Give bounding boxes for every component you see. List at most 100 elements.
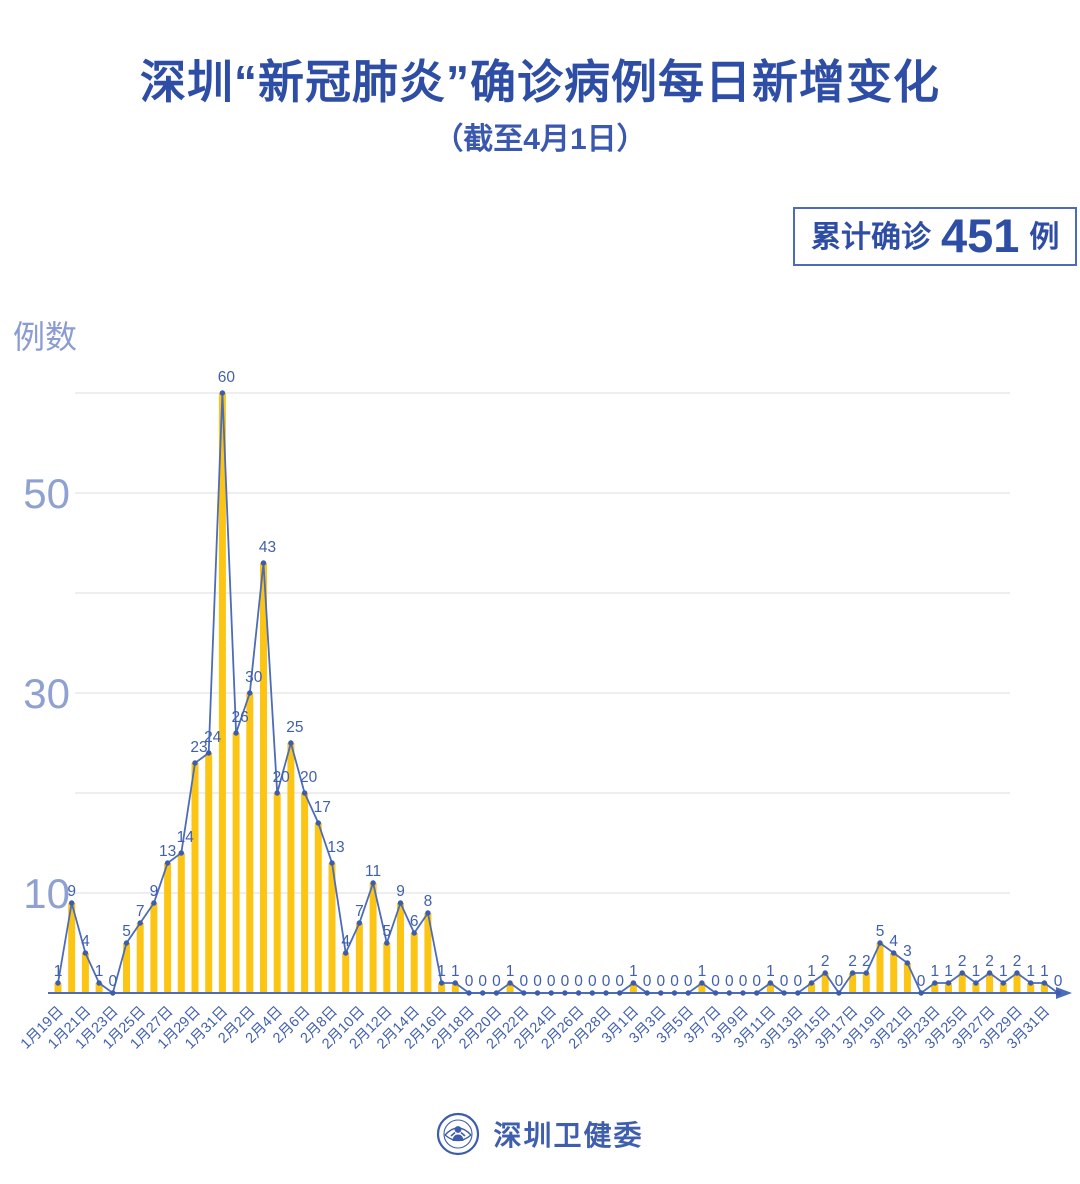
- data-point: [452, 980, 458, 986]
- data-point: [110, 990, 116, 996]
- value-label: 0: [780, 973, 789, 990]
- data-point: [754, 990, 760, 996]
- trend-line: [57, 392, 1059, 995]
- data-point: [891, 950, 897, 956]
- health-commission-logo-icon: [437, 1112, 480, 1156]
- value-label: 24: [204, 729, 222, 746]
- value-label: 7: [355, 903, 364, 920]
- value-label: 5: [876, 923, 885, 940]
- footer-org-name: 深圳卫健委: [493, 1120, 644, 1151]
- value-label: 0: [588, 973, 597, 990]
- data-point: [1028, 980, 1034, 986]
- data-point: [260, 560, 267, 566]
- value-label: 0: [561, 973, 570, 990]
- data-point: [425, 910, 431, 916]
- data-point: [96, 980, 102, 986]
- daily-new-cases-chart: 1030501941057913142324602630432025201713…: [18, 369, 1072, 1052]
- bar: [81, 953, 89, 993]
- data-point: [192, 760, 198, 766]
- value-label: 2: [985, 953, 994, 970]
- data-point: [397, 900, 404, 906]
- data-point: [671, 990, 678, 996]
- data-point: [822, 970, 828, 976]
- value-label: 0: [478, 973, 487, 990]
- page-title: 深圳“新冠肺炎”确诊病例每日新增变化: [140, 56, 940, 108]
- data-point: [1000, 980, 1006, 986]
- data-point: [644, 990, 650, 996]
- data-point: [863, 970, 869, 976]
- value-label: 0: [1054, 973, 1063, 990]
- value-label: 1: [451, 963, 460, 980]
- value-label: 0: [519, 973, 528, 990]
- value-label: 0: [656, 973, 665, 990]
- data-point: [808, 980, 815, 986]
- value-label: 1: [95, 963, 104, 980]
- data-point: [575, 990, 582, 996]
- value-label: 14: [177, 829, 195, 846]
- value-label: 4: [889, 933, 898, 950]
- data-point: [945, 980, 952, 986]
- bar: [246, 693, 254, 993]
- badge-unit: 例: [1029, 220, 1060, 254]
- bar: [164, 863, 172, 993]
- bar: [438, 983, 446, 993]
- bar: [136, 923, 144, 993]
- page-subtitle: （截至4月1日）: [433, 123, 647, 156]
- data-point: [247, 690, 253, 696]
- value-label: 7: [136, 903, 145, 920]
- data-point: [233, 730, 239, 736]
- bar: [328, 863, 336, 993]
- value-label: 5: [382, 923, 391, 940]
- value-label: 1: [944, 963, 953, 980]
- bar: [191, 763, 199, 993]
- data-point: [986, 970, 993, 976]
- bar: [232, 733, 240, 993]
- value-label: 2: [958, 953, 967, 970]
- data-point: [918, 990, 924, 996]
- data-point: [411, 930, 417, 936]
- data-point: [466, 990, 472, 996]
- y-axis-title: 例数: [13, 319, 78, 355]
- bar: [862, 973, 870, 993]
- value-label: 9: [150, 883, 159, 900]
- data-point: [123, 940, 130, 946]
- value-label: 0: [643, 973, 652, 990]
- bar: [342, 953, 350, 993]
- data-point: [493, 990, 500, 996]
- value-label: 0: [533, 973, 542, 990]
- bar: [205, 753, 213, 993]
- data-point: [1055, 990, 1061, 996]
- cumulative-total-badge: 累计确诊 451 例: [793, 207, 1078, 266]
- y-tick-label: 30: [23, 670, 70, 717]
- data-point: [315, 820, 321, 826]
- value-label: 4: [81, 933, 90, 950]
- badge-label: 累计确诊: [811, 220, 931, 254]
- data-point: [164, 860, 171, 866]
- value-label: 0: [670, 973, 679, 990]
- value-label: 0: [725, 973, 734, 990]
- data-point: [849, 970, 856, 976]
- data-point: [548, 990, 554, 996]
- value-label: 1: [437, 963, 446, 980]
- y-tick-label: 10: [23, 870, 70, 917]
- value-label: 43: [259, 539, 276, 556]
- data-point: [589, 990, 595, 996]
- data-point: [932, 980, 938, 986]
- bar: [260, 563, 267, 993]
- bar: [68, 903, 76, 993]
- bar: [287, 743, 295, 993]
- data-point: [55, 980, 61, 986]
- value-label: 0: [615, 973, 624, 990]
- data-point: [877, 940, 883, 946]
- value-label: 0: [492, 973, 501, 990]
- data-point: [658, 990, 664, 996]
- bar: [766, 983, 774, 993]
- bar: [150, 903, 158, 993]
- value-label: 0: [711, 973, 720, 990]
- value-label: 1: [698, 963, 707, 980]
- value-label: 23: [190, 739, 207, 756]
- bar: [369, 883, 377, 993]
- data-point: [521, 990, 527, 996]
- value-label: 1: [54, 963, 63, 980]
- value-label: 1: [629, 963, 638, 980]
